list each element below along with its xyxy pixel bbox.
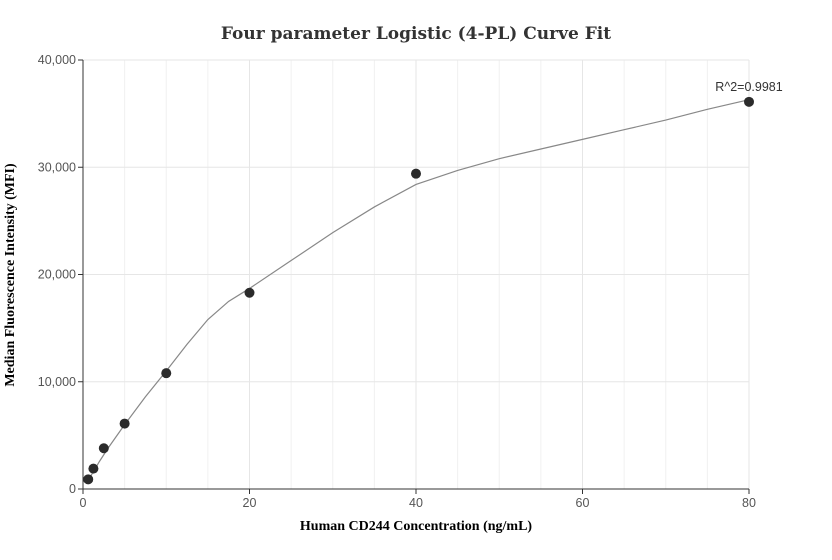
y-tick-label: 0 [69,482,76,496]
x-tick-label: 40 [409,496,423,510]
x-tick-label: 20 [243,496,257,510]
y-axis-title: Median Fluorescence Intensity (MFI) [3,163,18,387]
data-point [88,463,99,474]
data-point [83,474,94,485]
x-tick-label: 60 [576,496,590,510]
fit-curve [87,99,750,481]
data-point [411,168,421,179]
data-points [83,96,754,485]
data-point [98,443,109,454]
ticks: 0 10,000 20,000 30,000 40,000 0 20 40 60 80 [38,53,756,510]
data-point [244,287,255,298]
data-point [119,418,130,429]
y-tick-label: 10,000 [38,375,76,389]
x-axis-title: Human CD244 Concentration (ng/mL) [300,519,533,534]
data-point [744,96,754,107]
chart-title: Four parameter Logistic (4-PL) Curve Fit [221,24,611,44]
x-tick-label: 80 [742,496,756,510]
y-tick-label: 30,000 [38,160,76,174]
y-tick-label: 40,000 [38,53,76,67]
r-squared-annotation: R^2=0.9981 [715,80,782,94]
data-point [161,368,172,379]
x-tick-label: 0 [80,496,87,510]
y-tick-label: 20,000 [38,268,76,282]
fit-curve-layer [87,99,750,481]
